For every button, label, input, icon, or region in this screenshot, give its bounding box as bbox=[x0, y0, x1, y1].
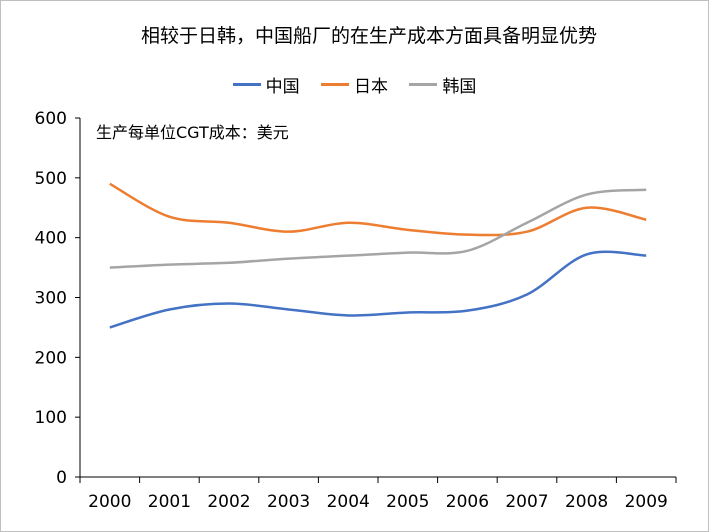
legend-item-korea: 韩国 bbox=[409, 72, 476, 97]
y-tick-label: 600 bbox=[35, 109, 67, 129]
x-tick-label: 2008 bbox=[565, 492, 608, 512]
y-tick-label: 400 bbox=[35, 229, 67, 249]
x-tick-label: 2004 bbox=[327, 492, 370, 512]
legend-swatch bbox=[321, 83, 349, 86]
x-tick-label: 2001 bbox=[148, 492, 191, 512]
x-tick-label: 2000 bbox=[88, 492, 131, 512]
x-tick-label: 2009 bbox=[625, 492, 668, 512]
legend-label: 日本 bbox=[354, 77, 388, 97]
y-tick-label: 200 bbox=[35, 348, 67, 368]
y-tick-label: 0 bbox=[56, 468, 67, 488]
legend-swatch bbox=[232, 83, 261, 86]
series-line-日本 bbox=[109, 182, 647, 237]
legend-label: 中国 bbox=[265, 77, 300, 97]
x-tick-label: 2007 bbox=[505, 492, 548, 512]
chart-title: 相较于日韩，中国船厂的在生产成本方面具备明显优势 bbox=[141, 25, 598, 47]
legend-item-japan: 日本 bbox=[321, 72, 388, 97]
x-tick-label: 2003 bbox=[267, 492, 310, 512]
y-tick-label: 300 bbox=[35, 289, 67, 309]
legend-item-china: 中国 bbox=[232, 72, 300, 97]
legend-swatch bbox=[409, 83, 438, 86]
legend: 中国 日本 韩国 bbox=[1, 71, 708, 97]
x-tick-label: 2005 bbox=[386, 492, 429, 512]
series-line-中国 bbox=[109, 250, 647, 329]
series-line-韩国 bbox=[109, 188, 647, 269]
x-tick-label: 2002 bbox=[207, 492, 250, 512]
unit-annotation: 生产每单位CGT成本：美元 bbox=[96, 123, 289, 142]
legend-label: 韩国 bbox=[442, 77, 477, 97]
x-tick-label: 2006 bbox=[446, 492, 489, 512]
y-tick-label: 100 bbox=[35, 408, 67, 428]
y-tick-label: 500 bbox=[35, 169, 67, 189]
